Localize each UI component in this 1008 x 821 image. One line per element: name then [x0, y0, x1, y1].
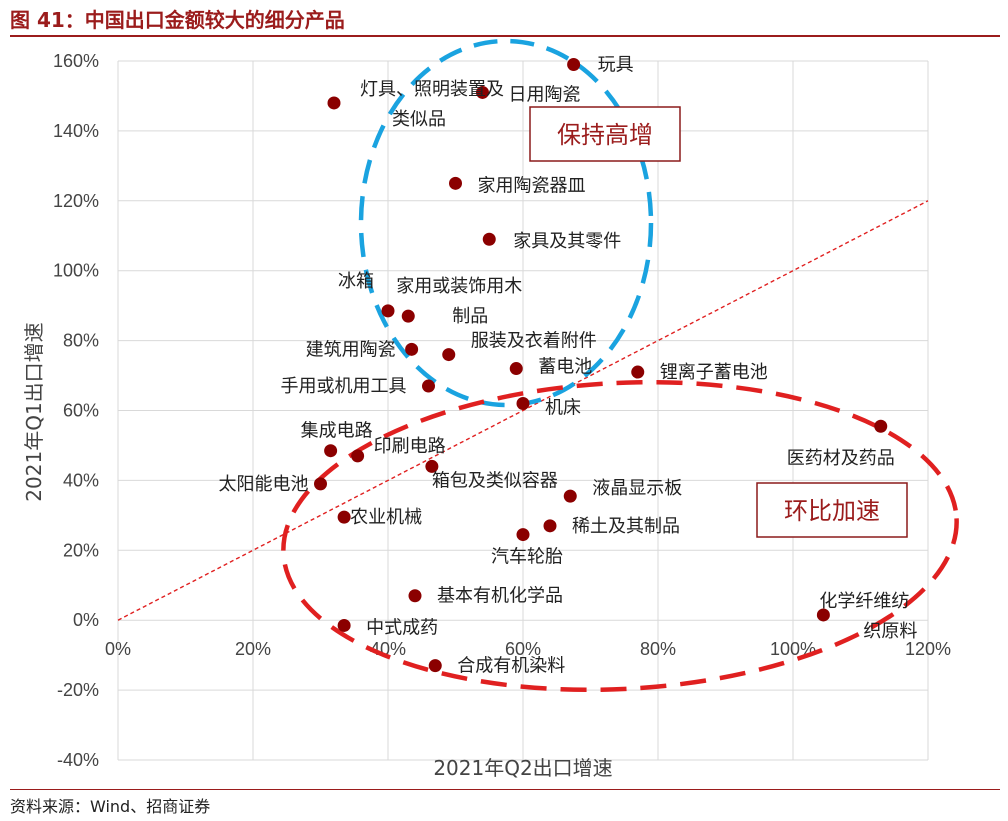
point-label: 农业机械 — [350, 507, 422, 528]
data-point — [327, 96, 341, 110]
point-label: 灯具、照明装置及类似品 — [360, 79, 504, 130]
data-point — [337, 510, 351, 524]
acceleration-label: 环比加速 — [784, 497, 880, 525]
diagonal-line — [117, 200, 929, 621]
x-tick-label: 120% — [905, 639, 951, 659]
y-tick-label: 60% — [63, 401, 99, 421]
y-tick-label: -20% — [57, 680, 99, 700]
reference-line — [117, 200, 929, 621]
y-tick-label: 140% — [53, 121, 99, 141]
data-point — [449, 176, 462, 190]
data-point — [337, 618, 351, 632]
title-divider — [10, 35, 1000, 37]
x-axis-title: 2021年Q2出口增速 — [433, 756, 612, 780]
data-point — [631, 365, 645, 379]
data-points — [314, 57, 888, 673]
data-point — [476, 85, 489, 99]
tick-labels: 0% 20% 40% 60% 80% 100% 120%-40%-20%0%20%40%60… — [53, 51, 951, 770]
point-label: 稀土及其制品 — [572, 516, 680, 537]
x-tick-label: 0% — [105, 639, 131, 659]
data-point — [516, 397, 530, 411]
high-growth-box — [529, 106, 681, 162]
data-point — [314, 477, 327, 491]
y-axis-title: 2021年Q1出口增速 — [22, 322, 46, 501]
point-label: 建筑用陶瓷 — [306, 339, 396, 360]
point-label: 基本有机化学品 — [437, 586, 563, 607]
y-tick-label: 100% — [53, 261, 99, 281]
data-point — [816, 608, 830, 622]
point-label: 化学纤维纺织原料 — [819, 591, 917, 642]
y-tick-label: -40% — [57, 750, 99, 770]
point-label: 箱包及类似容器 — [432, 470, 558, 491]
point-label: 锂离子蓄电池 — [660, 362, 768, 383]
point-label: 家具及其零件 — [513, 231, 621, 252]
point-label: 太阳能电池 — [219, 474, 309, 495]
point-label: 日用陶瓷 — [509, 84, 581, 105]
data-point — [351, 449, 365, 463]
acceleration-ellipse — [281, 379, 959, 693]
data-point — [563, 489, 577, 503]
y-tick-label: 0% — [73, 610, 99, 630]
y-tick-label: 120% — [53, 191, 99, 211]
data-point — [516, 528, 530, 542]
data-point — [422, 379, 435, 393]
acceleration-box — [756, 482, 908, 538]
point-label: 集成电路 — [301, 421, 373, 442]
data-point — [408, 589, 422, 603]
point-label: 液晶显示板 — [592, 478, 682, 499]
y-tick-label: 80% — [63, 331, 99, 351]
point-label: 合成有机染料 — [457, 656, 565, 677]
data-point — [543, 519, 557, 533]
data-point — [482, 232, 496, 246]
high-growth-label: 保持高增 — [557, 121, 653, 149]
footer-divider — [10, 789, 1000, 790]
data-point — [401, 309, 415, 323]
axis-labels: 2021年Q2出口增速 2021年Q1出口增速 — [22, 322, 613, 780]
x-tick-label: 100% — [770, 639, 816, 659]
y-tick-label: 160% — [53, 51, 99, 71]
point-label: 手用或机用工具 — [281, 376, 407, 397]
data-point — [324, 444, 338, 458]
data-point — [874, 419, 888, 433]
point-label: 蓄电池 — [538, 357, 592, 378]
x-tick-label: 80% — [640, 639, 676, 659]
grid-lines — [117, 60, 929, 761]
data-point — [405, 342, 419, 356]
point-label: 医药材及药品 — [787, 448, 895, 469]
point-label: 中式成药 — [366, 617, 438, 638]
point-label: 玩具 — [598, 54, 634, 75]
high-growth-ellipse — [358, 38, 654, 408]
point-label: 机床 — [545, 398, 581, 419]
source-note: 资料来源：Wind、招商证券 — [10, 797, 211, 816]
scatter-chart: 0% 20% 40% 60% 80% 100% 120%-40%-20%0%20%40%60… — [22, 38, 959, 780]
point-label: 冰箱 — [338, 271, 374, 292]
figure-title: 图 41：中国出口金额较大的细分产品 — [10, 8, 345, 32]
point-label: 汽车轮胎 — [491, 547, 563, 568]
point-label: 家用陶瓷器皿 — [478, 175, 586, 196]
data-point — [425, 459, 439, 473]
data-point — [381, 304, 395, 318]
data-point — [509, 362, 523, 376]
x-tick-label: 60% — [505, 639, 541, 659]
y-tick-label: 20% — [63, 540, 99, 560]
data-point — [428, 659, 442, 673]
point-label: 印刷电路 — [374, 436, 446, 457]
y-tick-label: 40% — [63, 470, 99, 490]
x-tick-label: 20% — [235, 639, 271, 659]
data-point — [567, 57, 581, 71]
point-label: 家用或装饰用木制品 — [396, 276, 522, 327]
point-label: 服装及衣着附件 — [471, 331, 597, 352]
data-point — [442, 348, 456, 362]
